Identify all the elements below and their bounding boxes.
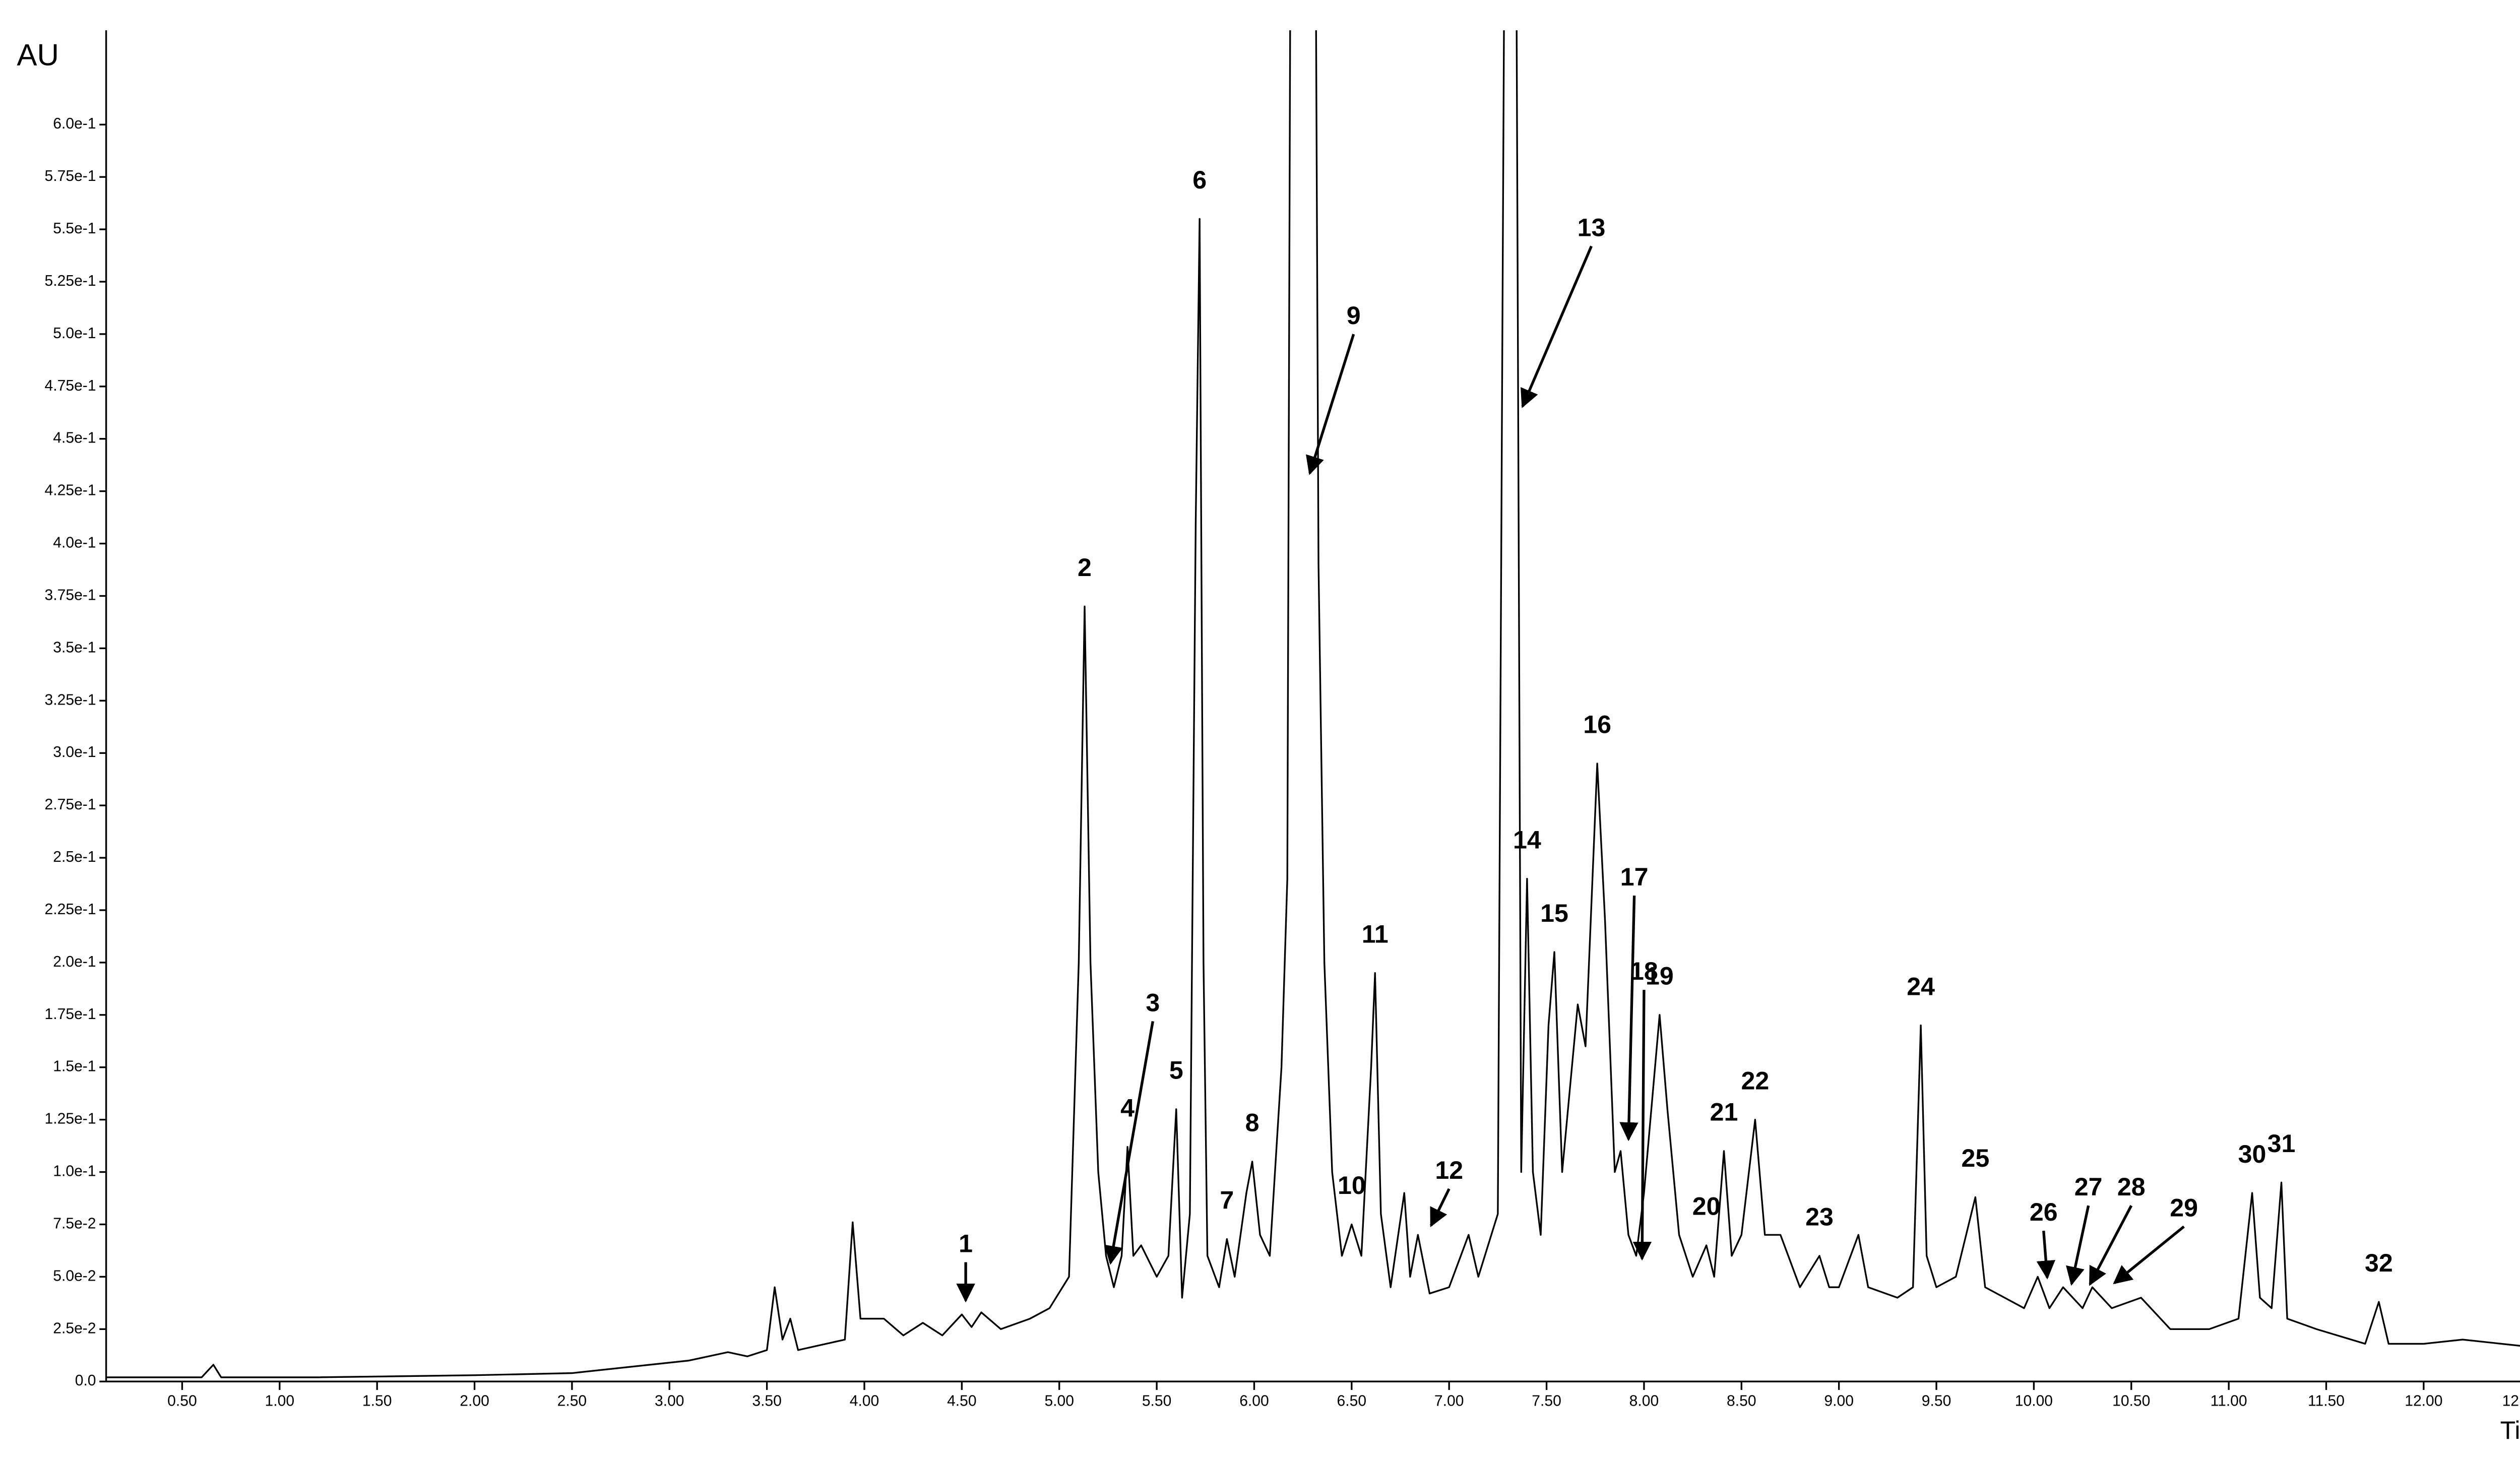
peak-label: 5 [1169, 1056, 1183, 1085]
peak-label: 25 [1961, 1144, 1989, 1172]
x-axis-label: Time (min) [2500, 1416, 2520, 1444]
x-tick-label: 10.50 [2112, 1392, 2150, 1409]
x-tick-label: 10.00 [2015, 1392, 2053, 1409]
x-tick-label: 4.00 [850, 1392, 879, 1409]
x-tick-label: 8.50 [1727, 1392, 1756, 1409]
peak-arrow [1306, 334, 1355, 475]
peak-arrow [1619, 895, 1639, 1141]
peak-label: 32 [2365, 1249, 2393, 1277]
peak-label: 22 [1741, 1066, 1769, 1095]
x-tick-label: 9.50 [1922, 1392, 1951, 1409]
y-tick-label: 1.5e-1 [53, 1058, 96, 1075]
peak-label: 13 [1578, 213, 1606, 241]
peak-label: 21 [1710, 1098, 1738, 1126]
y-tick-label: 4.5e-1 [53, 430, 96, 447]
y-tick-label: 5.0e-2 [53, 1267, 96, 1284]
x-tick-label: 3.00 [655, 1392, 684, 1409]
y-tick-label: 4.0e-1 [53, 535, 96, 551]
x-tick-label: 2.00 [460, 1392, 489, 1409]
y-tick-label: 7.5e-2 [53, 1215, 96, 1232]
peak-label: 10 [1338, 1171, 1366, 1199]
y-tick-label: 3.75e-1 [45, 587, 96, 603]
peak-label: 6 [1192, 166, 1207, 194]
y-tick-label: 5.5e-1 [53, 220, 96, 237]
peak-label: 11 [1362, 920, 1389, 948]
peak-label: 17 [1620, 863, 1649, 891]
peak-arrow [1632, 990, 1652, 1261]
x-tick-label: 9.00 [1824, 1392, 1854, 1409]
peak-label: 18 [1630, 957, 1658, 985]
peak-label: 14 [1513, 826, 1541, 854]
peak-arrow [2036, 1230, 2056, 1280]
plot-area [106, 30, 2520, 1378]
y-tick-label: 2.0e-1 [53, 954, 96, 970]
peak-label: 19 [1646, 962, 1674, 990]
y-axis-label: AU [17, 38, 59, 72]
peak-label: 8 [1245, 1108, 1259, 1136]
x-tick-label: 8.00 [1629, 1392, 1659, 1409]
peak-label: 3 [1146, 988, 1160, 1017]
x-tick-label: 6.00 [1239, 1392, 1269, 1409]
peak-label: 9 [1347, 301, 1361, 330]
y-tick-label: 1.25e-1 [45, 1111, 96, 1127]
y-tick-label: 2.5e-2 [53, 1320, 96, 1337]
x-tick-label: 4.50 [947, 1392, 977, 1409]
y-tick-label: 6.0e-1 [53, 115, 96, 132]
peak-label: 27 [2074, 1173, 2103, 1201]
x-tick-label: 0.50 [167, 1392, 197, 1409]
x-tick-label: 12.00 [2405, 1392, 2442, 1409]
x-tick-label: 11.50 [2308, 1392, 2345, 1409]
peak-label: 24 [1907, 972, 1935, 1000]
y-tick-label: 5.0e-1 [53, 325, 96, 342]
peak-arrow [2113, 1225, 2185, 1285]
peak-label: 31 [2267, 1129, 2296, 1158]
y-tick-label: 5.75e-1 [45, 168, 96, 184]
peak-label: 29 [2170, 1194, 2198, 1222]
chromatogram-trace [106, 30, 2520, 1378]
y-tick-label: 1.75e-1 [45, 1006, 96, 1023]
peak-label: 15 [1540, 899, 1568, 927]
x-tick-label: 12.50 [2502, 1392, 2520, 1409]
y-tick-label: 2.25e-1 [45, 901, 96, 918]
x-tick-label: 3.50 [752, 1392, 782, 1409]
y-tick-label: 3.0e-1 [53, 744, 96, 760]
peak-label: 7 [1220, 1186, 1234, 1214]
y-tick-label: 4.25e-1 [45, 482, 96, 499]
peak-label: 26 [2030, 1198, 2058, 1226]
x-tick-label: 7.00 [1434, 1392, 1464, 1409]
x-tick-label: 1.50 [362, 1392, 392, 1409]
peak-label: 23 [1805, 1203, 1834, 1231]
x-tick-label: 11.00 [2211, 1392, 2247, 1409]
peak-label: 1 [959, 1229, 973, 1257]
y-tick-label: 3.5e-1 [53, 639, 96, 656]
y-tick-label: 2.75e-1 [45, 796, 96, 813]
peak-label: 4 [1120, 1094, 1135, 1122]
x-tick-label: 2.50 [557, 1392, 587, 1409]
x-tick-label: 6.50 [1337, 1392, 1367, 1409]
y-tick-label: 4.75e-1 [45, 377, 96, 394]
peak-label: 16 [1583, 711, 1611, 739]
y-tick-label: 0.0 [75, 1372, 96, 1389]
peak-arrow [2066, 1205, 2090, 1286]
peak-label: 2 [1078, 553, 1092, 582]
peak-arrow [1521, 245, 1593, 408]
x-tick-label: 5.00 [1044, 1392, 1074, 1409]
y-tick-label: 2.5e-1 [53, 849, 96, 865]
x-tick-label: 5.50 [1142, 1392, 1172, 1409]
x-tick-label: 1.00 [265, 1392, 295, 1409]
y-tick-label: 1.0e-1 [53, 1163, 96, 1180]
peak-arrow [1430, 1188, 1451, 1228]
y-tick-label: 5.25e-1 [45, 273, 96, 289]
x-tick-label: 7.50 [1532, 1392, 1561, 1409]
peak-label: 12 [1435, 1156, 1463, 1184]
y-tick-label: 3.25e-1 [45, 691, 96, 708]
peak-label: 28 [2117, 1173, 2146, 1201]
peak-arrow [2089, 1204, 2133, 1286]
peak-arrow [1104, 1021, 1154, 1265]
peak-label: 30 [2238, 1140, 2266, 1168]
peak-label: 20 [1692, 1192, 1721, 1221]
